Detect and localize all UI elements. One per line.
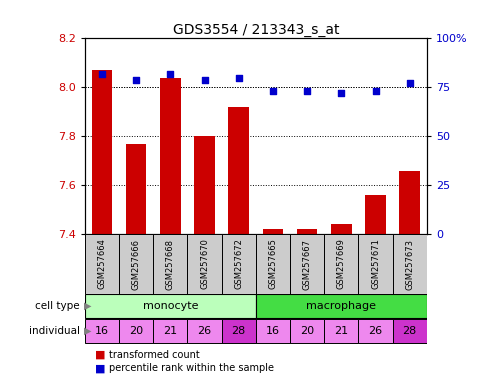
Text: GSM257666: GSM257666 bbox=[131, 238, 140, 290]
Text: GSM257673: GSM257673 bbox=[404, 238, 413, 290]
Text: transformed count: transformed count bbox=[109, 350, 199, 360]
Text: ■: ■ bbox=[94, 363, 105, 373]
Point bbox=[371, 88, 378, 94]
Text: 21: 21 bbox=[333, 326, 348, 336]
Text: monocyte: monocyte bbox=[142, 301, 197, 311]
Text: ■: ■ bbox=[94, 350, 105, 360]
Bar bbox=[358, 234, 392, 294]
Bar bbox=[160, 78, 180, 234]
Bar bbox=[228, 107, 248, 234]
Bar bbox=[289, 234, 323, 294]
Text: GSM257671: GSM257671 bbox=[370, 238, 379, 290]
Point bbox=[166, 71, 174, 77]
Bar bbox=[91, 70, 112, 234]
Bar bbox=[399, 170, 419, 234]
Point bbox=[337, 90, 345, 96]
Bar bbox=[331, 225, 351, 234]
Point bbox=[302, 88, 310, 94]
Text: GSM257668: GSM257668 bbox=[166, 238, 175, 290]
Point bbox=[234, 74, 242, 81]
Point bbox=[200, 76, 208, 83]
Point bbox=[405, 80, 413, 86]
Bar bbox=[324, 319, 358, 343]
Bar bbox=[85, 294, 256, 318]
Text: 28: 28 bbox=[402, 326, 416, 336]
Text: ▶: ▶ bbox=[84, 326, 91, 336]
Text: GSM257664: GSM257664 bbox=[97, 238, 106, 290]
Bar bbox=[392, 319, 426, 343]
Text: GSM257670: GSM257670 bbox=[199, 238, 209, 290]
Title: GDS3554 / 213343_s_at: GDS3554 / 213343_s_at bbox=[172, 23, 338, 37]
Text: ▶: ▶ bbox=[84, 301, 91, 311]
Text: 26: 26 bbox=[368, 326, 382, 336]
Bar bbox=[256, 294, 426, 318]
Point bbox=[98, 71, 106, 77]
Text: percentile rank within the sample: percentile rank within the sample bbox=[109, 363, 273, 373]
Bar bbox=[187, 234, 221, 294]
Bar bbox=[324, 234, 358, 294]
Text: GSM257667: GSM257667 bbox=[302, 238, 311, 290]
Text: 16: 16 bbox=[265, 326, 279, 336]
Bar bbox=[119, 319, 153, 343]
Bar bbox=[364, 195, 385, 234]
Bar bbox=[126, 144, 146, 234]
Text: GSM257665: GSM257665 bbox=[268, 238, 277, 290]
Bar bbox=[221, 319, 256, 343]
Bar bbox=[262, 229, 283, 234]
Bar bbox=[85, 234, 119, 294]
Bar bbox=[187, 319, 221, 343]
Text: individual: individual bbox=[29, 326, 80, 336]
Text: GSM257669: GSM257669 bbox=[336, 238, 345, 290]
Point bbox=[269, 88, 276, 94]
Bar bbox=[256, 319, 289, 343]
Text: 28: 28 bbox=[231, 326, 245, 336]
Bar bbox=[153, 319, 187, 343]
Bar bbox=[194, 136, 214, 234]
Point bbox=[132, 76, 140, 83]
Bar bbox=[85, 319, 119, 343]
Text: 21: 21 bbox=[163, 326, 177, 336]
Bar bbox=[392, 234, 426, 294]
Bar bbox=[296, 229, 317, 234]
Text: 26: 26 bbox=[197, 326, 211, 336]
Text: 20: 20 bbox=[129, 326, 143, 336]
Bar bbox=[153, 234, 187, 294]
Text: macrophage: macrophage bbox=[306, 301, 376, 311]
Text: cell type: cell type bbox=[35, 301, 80, 311]
Bar bbox=[256, 234, 289, 294]
Bar bbox=[221, 234, 256, 294]
Text: GSM257672: GSM257672 bbox=[234, 238, 243, 290]
Bar bbox=[358, 319, 392, 343]
Text: 20: 20 bbox=[300, 326, 314, 336]
Bar bbox=[289, 319, 323, 343]
Bar bbox=[119, 234, 153, 294]
Text: 16: 16 bbox=[95, 326, 109, 336]
